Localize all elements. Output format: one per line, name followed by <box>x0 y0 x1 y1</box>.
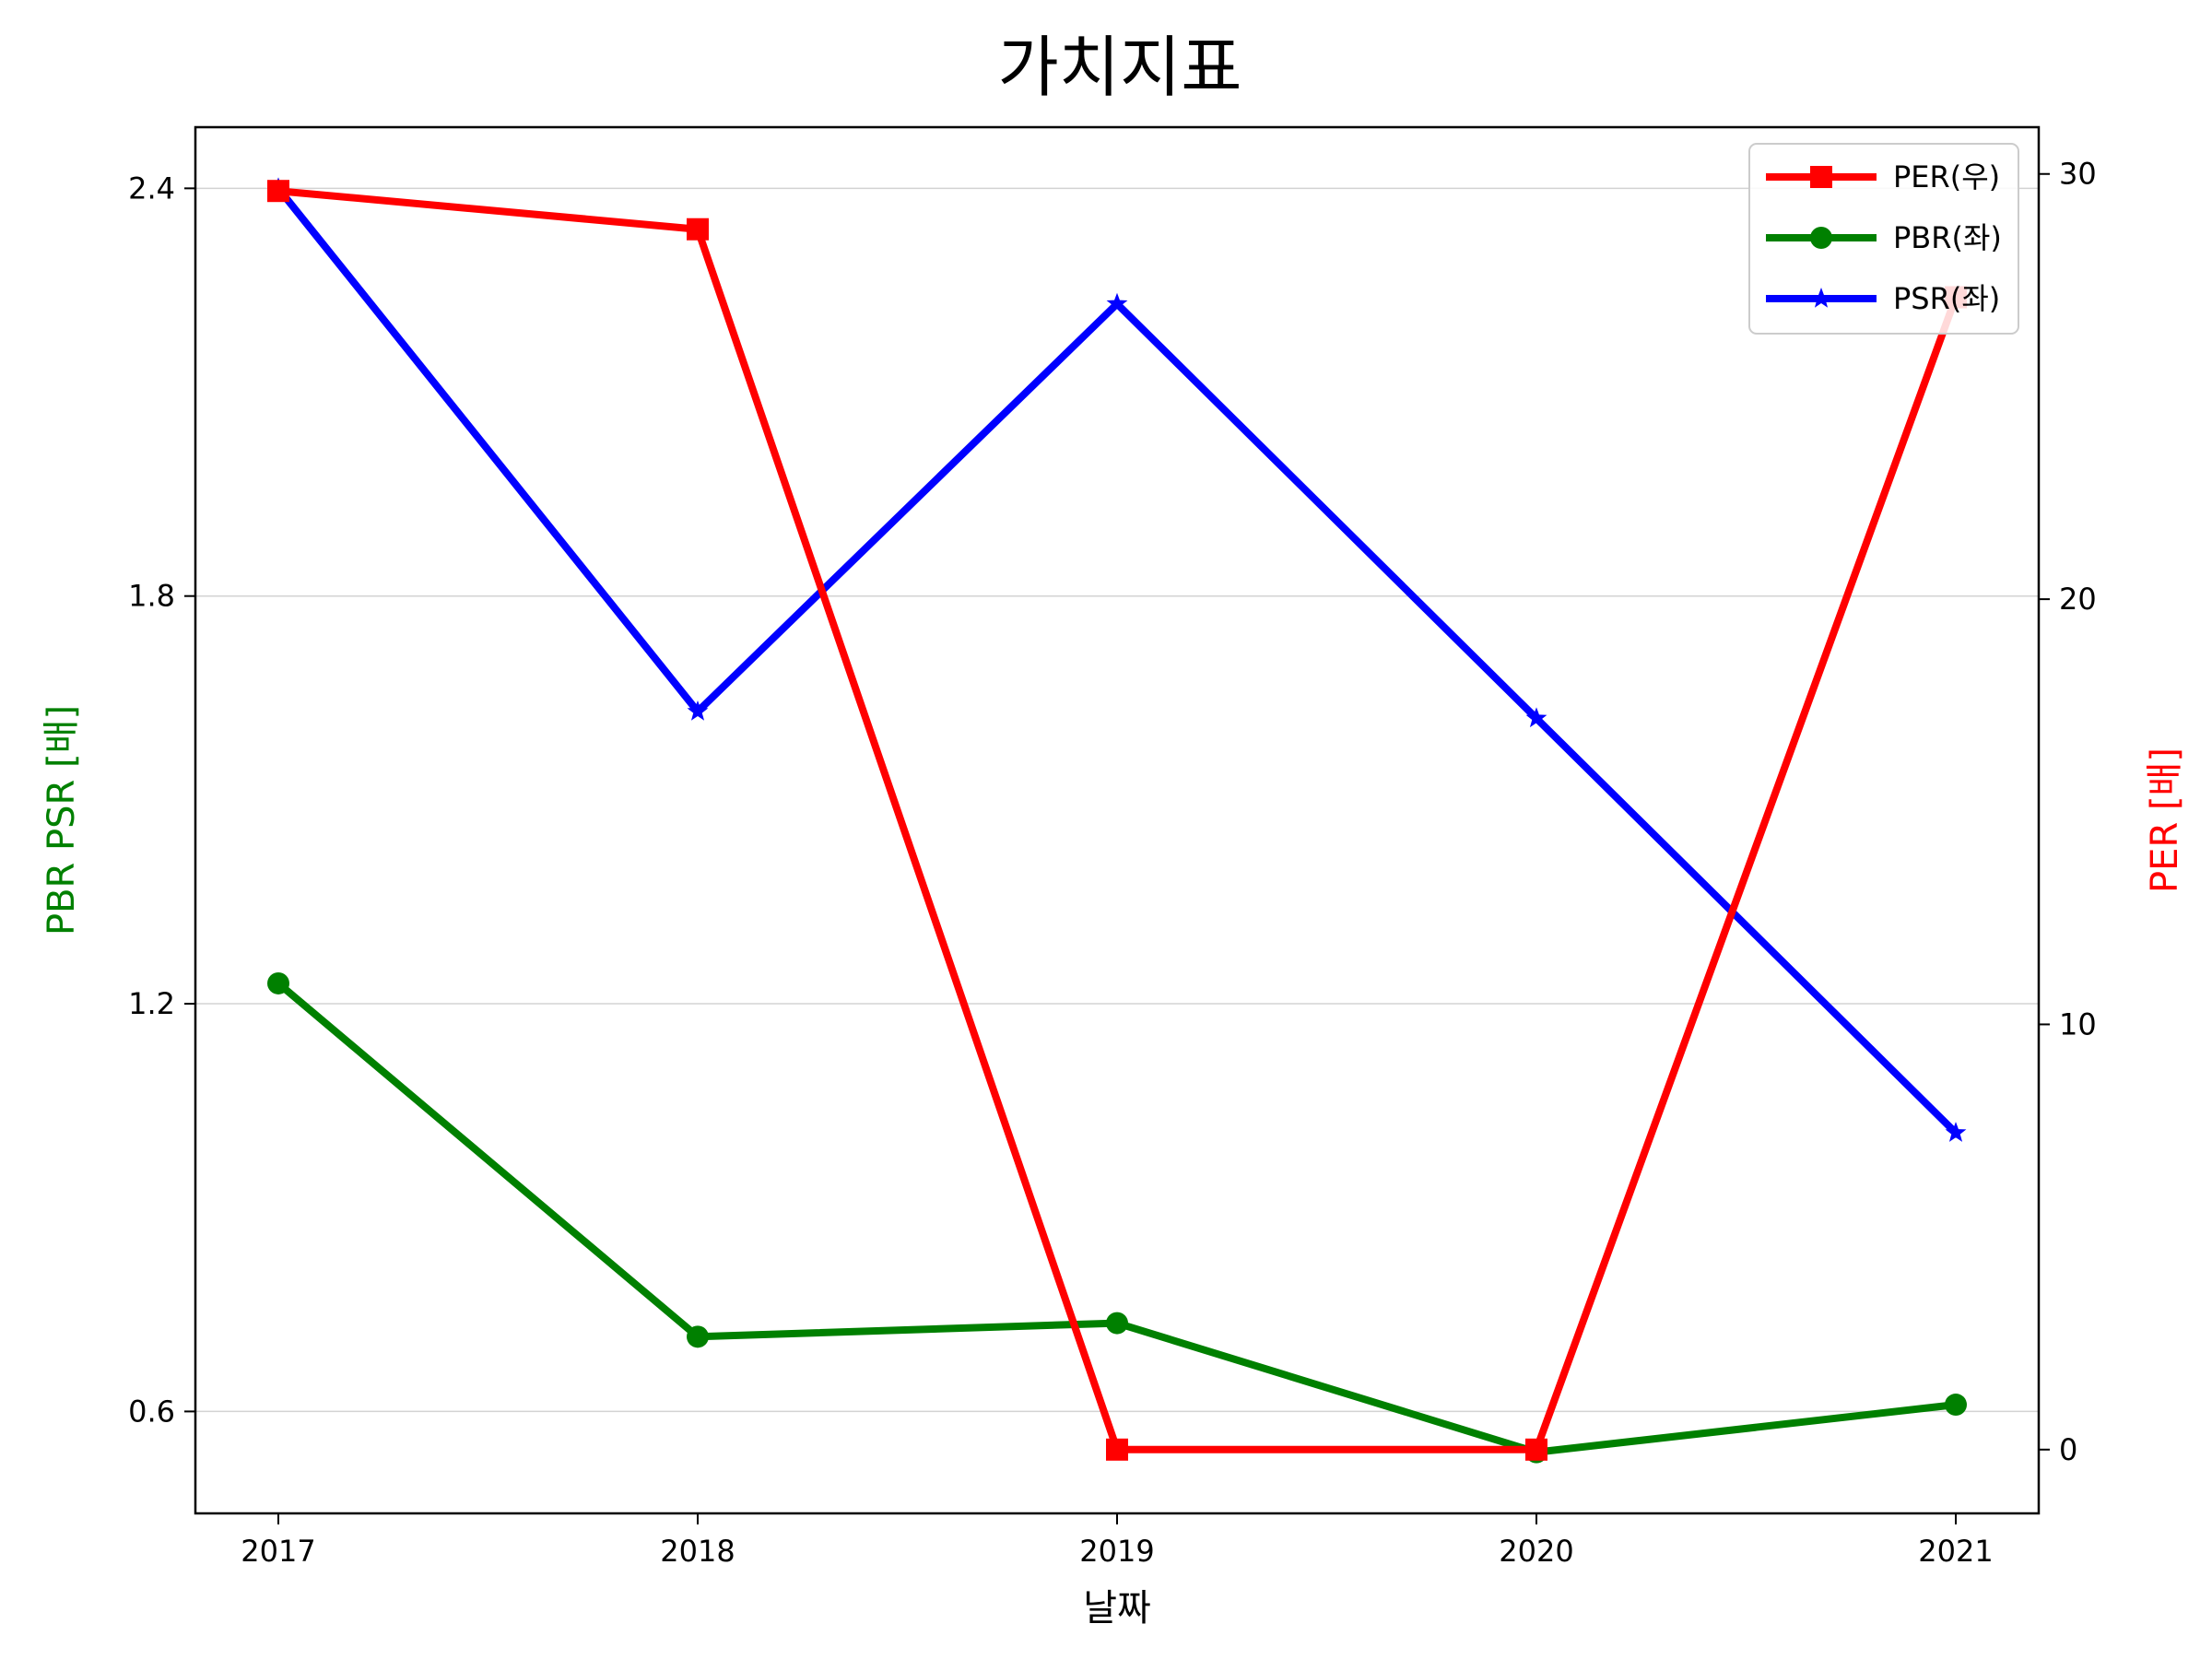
legend-box <box>1748 143 2019 335</box>
legend-swatch-marker <box>1810 227 1832 249</box>
data-point-pbr <box>1945 1394 1967 1417</box>
legend-label: PBR(좌) <box>1893 220 2002 255</box>
data-point-per <box>1106 1438 1128 1461</box>
data-point-psr <box>1525 707 1547 728</box>
legend-item-pbr: PBR(좌) <box>1766 220 2002 255</box>
y-axis-right-label: PER [배] <box>2144 747 2186 893</box>
x-axis-label: 날짜 <box>1083 1587 1151 1630</box>
data-point-per <box>1525 1438 1547 1461</box>
series-psr <box>267 177 1967 1142</box>
x-axis-ticks: 2017 2018 2019 2020 2021 <box>241 1513 1994 1569</box>
data-point-pbr <box>267 971 289 994</box>
x-tick-label: 2019 <box>1079 1534 1154 1569</box>
legend-swatch-marker <box>1810 166 1832 188</box>
x-tick-label: 2018 <box>660 1534 735 1569</box>
y-left-tick-label: 1.8 <box>128 579 175 614</box>
data-point-pbr <box>687 1325 709 1348</box>
y-right-tick-label: 0 <box>2059 1432 2077 1467</box>
series-layer <box>267 177 1967 1464</box>
data-point-psr <box>1106 292 1128 313</box>
chart-title: 가치지표 <box>998 29 1242 106</box>
data-point-per <box>267 180 289 203</box>
y-axis-left-label: PBR PSR [배] <box>41 705 83 935</box>
y-left-tick-label: 2.4 <box>128 171 175 206</box>
y-axis-right-ticks: 0 10 20 30 <box>2039 157 2097 1467</box>
data-point-per <box>687 218 709 241</box>
legend: PER(우) PBR(좌) PSR(좌) <box>1748 143 2019 335</box>
y-right-tick-label: 20 <box>2059 582 2097 617</box>
legend-label: PER(우) <box>1893 159 2000 194</box>
x-tick-label: 2021 <box>1918 1534 1993 1569</box>
y-right-tick-label: 10 <box>2059 1006 2097 1041</box>
data-point-psr <box>1945 1122 1967 1142</box>
y-left-tick-label: 1.2 <box>128 986 175 1021</box>
series-line-pbr <box>273 978 1960 1456</box>
series-per <box>267 180 1967 1461</box>
y-left-tick-label: 0.6 <box>128 1394 175 1429</box>
x-tick-label: 2020 <box>1499 1534 1573 1569</box>
data-point-psr <box>687 700 709 721</box>
y-right-tick-label: 30 <box>2059 157 2097 192</box>
series-pbr <box>267 971 1967 1464</box>
data-point-pbr <box>1106 1312 1128 1335</box>
legend-swatch-marker <box>1810 288 1832 308</box>
y-axis-left-ticks: 0.6 1.2 1.8 2.4 <box>128 171 195 1429</box>
legend-item-psr: PSR(좌) <box>1766 281 2000 316</box>
legend-items: PER(우) PBR(좌) PSR(좌) <box>1766 159 2002 316</box>
legend-label: PSR(좌) <box>1893 281 2000 316</box>
grid-lines <box>195 187 2039 1413</box>
x-tick-label: 2017 <box>241 1534 315 1569</box>
legend-item-per: PER(우) <box>1766 159 2000 194</box>
series-line-per <box>274 186 1961 1453</box>
